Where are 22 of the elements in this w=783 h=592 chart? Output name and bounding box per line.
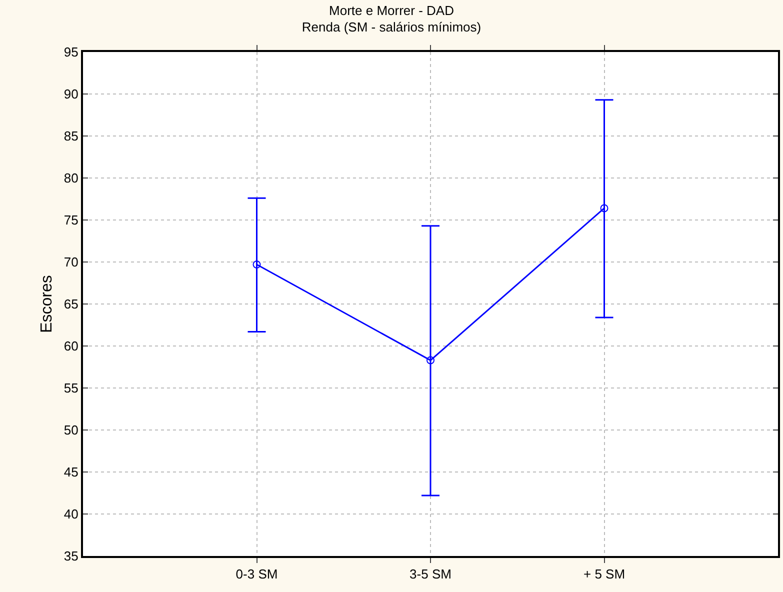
x-tick-label: + 5 SM	[583, 566, 626, 582]
y-tick-label: 90	[64, 86, 78, 102]
y-tick-label: 35	[64, 548, 78, 564]
chart-subtitle: Renda (SM - salários mínimos)	[302, 20, 482, 35]
y-axis-title: Escores	[38, 275, 56, 333]
y-tick-label: 70	[64, 254, 78, 270]
y-tick-label: 60	[64, 338, 78, 354]
point	[600, 204, 608, 212]
x-tick-label: 0-3 SM	[236, 566, 278, 582]
y-tick-label: 65	[64, 296, 78, 312]
y-tick-label: 50	[64, 422, 78, 438]
point	[426, 356, 434, 364]
y-tick-label: 45	[64, 464, 78, 480]
y-tick-label: 75	[64, 212, 78, 228]
point	[252, 260, 261, 269]
y-tick-label: 55	[64, 380, 78, 396]
chart-title: Morte e Morrer - DAD	[329, 2, 454, 18]
y-tick-label: 85	[64, 128, 78, 144]
y-tick-label: 80	[64, 170, 78, 186]
y-tick-label: 95	[64, 44, 78, 60]
y-tick-label: 40	[64, 506, 78, 522]
x-tick-label: 3-5 SM	[410, 566, 452, 582]
